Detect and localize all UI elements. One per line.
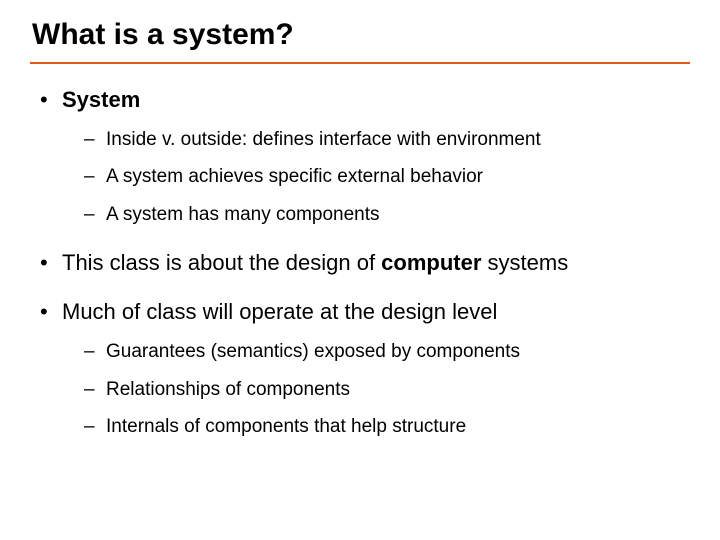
bullet-design-level: Much of class will operate at the design… [36,298,690,439]
bullet-class-bold: computer [381,250,481,275]
bullet-system-label: System [62,87,140,112]
sub-relationships: Relationships of components [84,378,690,402]
bullet-class-suffix: systems [481,250,568,275]
sub-external-behavior: A system achieves specific external beha… [84,165,690,189]
bullet-design-label: Much of class will operate at the design… [62,299,497,324]
slide-title: What is a system? [32,18,690,52]
sub-internals: Internals of components that help struct… [84,415,690,439]
title-rule [30,62,690,64]
sub-guarantees: Guarantees (semantics) exposed by compon… [84,340,690,364]
bullet-list: System Inside v. outside: defines interf… [30,86,690,439]
bullet-system: System Inside v. outside: defines interf… [36,86,690,227]
bullet-class-about: This class is about the design of comput… [36,249,690,277]
sublist-system: Inside v. outside: defines interface wit… [62,128,690,227]
bullet-class-prefix: This class is about the design of [62,250,381,275]
sublist-design: Guarantees (semantics) exposed by compon… [62,340,690,439]
sub-many-components: A system has many components [84,203,690,227]
sub-inside-outside: Inside v. outside: defines interface wit… [84,128,690,152]
